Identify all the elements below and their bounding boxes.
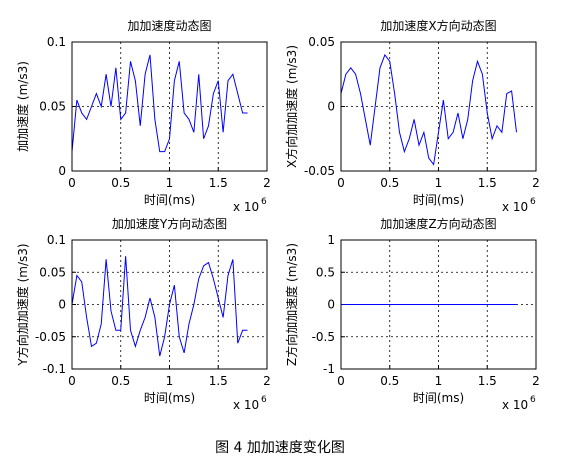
x-tick-label: 1 xyxy=(435,374,443,388)
x-axis-label: 时间(ms) xyxy=(144,391,195,405)
y-tick-label: -0.1 xyxy=(43,362,66,376)
axes-box xyxy=(71,41,268,172)
y-axis-label: Z方向加加速度 (m/s3) xyxy=(284,243,299,366)
x-multiplier-exponent: 6 xyxy=(261,197,267,207)
x-axis-label: 时间(ms) xyxy=(413,193,464,207)
y-tick-label: 0.5 xyxy=(316,265,335,279)
y-tick-label: -1 xyxy=(323,362,335,376)
y-tick-label: 0.05 xyxy=(39,100,66,114)
chart-title: 加加速度Y方向动态图 xyxy=(112,216,227,231)
y-tick-label: 0.1 xyxy=(47,35,66,49)
x-tick-label: 1.5 xyxy=(478,176,497,190)
x-tick-label: 0 xyxy=(68,374,76,388)
x-tick-label: 1 xyxy=(166,176,174,190)
x-axis-label: 时间(ms) xyxy=(144,193,195,207)
chart-title: 加加速度Z方向动态图 xyxy=(380,216,496,231)
y-axis-label: 加加速度 (m/s3) xyxy=(15,61,30,152)
x-tick-label: 0.5 xyxy=(380,374,399,388)
x-tick-label: 1.5 xyxy=(209,176,228,190)
axes-box xyxy=(71,239,268,370)
y-axis-label: X方向加加速度 (m/s3) xyxy=(284,45,299,168)
data-line xyxy=(71,256,248,357)
x-tick-label: 2 xyxy=(263,374,271,388)
y-tick-label: -0.5 xyxy=(312,330,335,344)
data-line xyxy=(71,54,248,153)
x-tick-label: 0 xyxy=(337,374,345,388)
y-tick-label: 0 xyxy=(58,164,66,178)
x-multiplier-exponent: 6 xyxy=(530,197,536,207)
x-tick-label: 1.5 xyxy=(209,374,228,388)
axes-box xyxy=(340,41,537,172)
y-tick-label: 0.05 xyxy=(39,265,66,279)
x-multiplier-exponent: 6 xyxy=(261,395,267,405)
x-tick-label: 1.5 xyxy=(478,374,497,388)
x-axis-label: 时间(ms) xyxy=(413,391,464,405)
y-tick-label: 0 xyxy=(327,298,335,312)
axes-box xyxy=(340,239,537,370)
x-multiplier: x 10 xyxy=(502,398,528,412)
x-multiplier: x 10 xyxy=(233,200,259,214)
x-multiplier: x 10 xyxy=(233,398,259,412)
x-tick-label: 1 xyxy=(166,374,174,388)
x-tick-label: 0.5 xyxy=(380,176,399,190)
y-tick-label: 0 xyxy=(327,100,335,114)
x-multiplier: x 10 xyxy=(502,200,528,214)
y-tick-label: -0.05 xyxy=(35,330,66,344)
y-tick-label: 0 xyxy=(58,298,66,312)
y-tick-label: 0.05 xyxy=(308,35,335,49)
x-multiplier-exponent: 6 xyxy=(530,395,536,405)
y-tick-label: 1 xyxy=(327,233,335,247)
x-tick-label: 2 xyxy=(263,176,271,190)
y-tick-label: 0.1 xyxy=(47,233,66,247)
x-tick-label: 0 xyxy=(337,176,345,190)
x-tick-label: 0.5 xyxy=(111,374,130,388)
caption: 图 4 加加速度变化图 xyxy=(215,440,345,456)
chart-title: 加加速度X方向动态图 xyxy=(380,18,496,33)
x-tick-label: 1 xyxy=(435,176,443,190)
x-tick-label: 2 xyxy=(532,176,540,190)
data-line xyxy=(340,53,517,166)
x-tick-label: 0 xyxy=(68,176,76,190)
x-tick-label: 2 xyxy=(532,374,540,388)
chart-title: 加加速度动态图 xyxy=(127,18,211,33)
y-axis-label: Y方向加加速度 (m/s3) xyxy=(15,243,30,366)
y-tick-label: -0.05 xyxy=(304,164,335,178)
x-tick-label: 0.5 xyxy=(111,176,130,190)
